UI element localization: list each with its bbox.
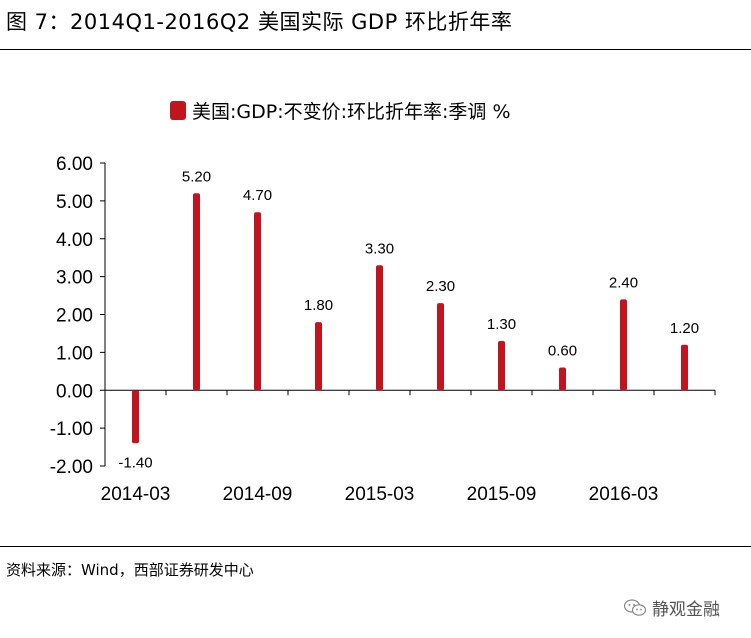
bar-2015-09 bbox=[498, 341, 505, 391]
bar-2014-12 bbox=[315, 322, 322, 391]
data-label-2015-09: 1.30 bbox=[487, 316, 516, 333]
data-label-2014-09: 4.70 bbox=[243, 187, 272, 204]
bar-2014-09 bbox=[254, 212, 261, 391]
y-tick-label: -1.00 bbox=[50, 419, 93, 440]
wechat-icon bbox=[624, 598, 646, 616]
data-label-2014-06: 5.20 bbox=[182, 168, 211, 185]
top-rule bbox=[0, 49, 751, 50]
legend-label: 美国:GDP:不变价:环比折年率:季调 % bbox=[192, 101, 511, 123]
x-axis: 2014-03 2014-09 2015-03 2015-09 2016-03 bbox=[101, 389, 716, 505]
bottom-rule bbox=[0, 546, 751, 547]
data-label-2015-12: 0.60 bbox=[548, 343, 577, 360]
bar-2015-06 bbox=[437, 303, 444, 391]
data-label-2015-03: 3.30 bbox=[365, 240, 394, 257]
watermark-text: 静观金融 bbox=[652, 600, 720, 620]
y-tick-label: 4.00 bbox=[56, 230, 93, 251]
bar-2016-03 bbox=[620, 299, 627, 391]
y-tick-label: 5.00 bbox=[56, 192, 93, 213]
x-tick-label: 2014-03 bbox=[101, 484, 171, 505]
figure-title: 图 7：2014Q1-2016Q2 美国实际 GDP 环比折年率 bbox=[6, 10, 513, 34]
y-tick-label: 3.00 bbox=[56, 268, 93, 289]
x-tick-label: 2015-09 bbox=[467, 484, 537, 505]
legend-swatch bbox=[170, 101, 186, 120]
x-tick-label: 2016-03 bbox=[589, 484, 659, 505]
bar-2014-06 bbox=[193, 193, 200, 391]
x-tick-label: 2014-09 bbox=[223, 484, 293, 505]
source-note: 资料来源：Wind，西部证券研发中心 bbox=[6, 561, 254, 579]
data-label-2014-03: -1.40 bbox=[118, 454, 152, 471]
y-axis: -2.00 -1.00 0.00 1.00 2.00 3.00 4.00 5.00 6.00 bbox=[50, 154, 106, 478]
x-tick-label: 2015-03 bbox=[345, 484, 415, 505]
bar-2014-03 bbox=[132, 390, 139, 444]
data-label-2014-12: 1.80 bbox=[304, 297, 333, 314]
y-tick-label: -2.00 bbox=[50, 457, 93, 478]
data-label-2016-06: 1.20 bbox=[670, 320, 699, 337]
y-tick-label: 1.00 bbox=[56, 343, 93, 364]
bar-2015-12 bbox=[559, 367, 566, 391]
y-tick-label: 0.00 bbox=[56, 381, 93, 402]
bar-2015-03 bbox=[376, 265, 383, 391]
data-label-2016-03: 2.40 bbox=[609, 274, 638, 291]
bar-chart: 美国:GDP:不变价:环比折年率:季调 % -2.00 -1.00 0.00 1.00… bbox=[50, 101, 716, 505]
legend: 美国:GDP:不变价:环比折年率:季调 % bbox=[170, 101, 511, 123]
bars bbox=[132, 193, 688, 444]
data-label-2015-06: 2.30 bbox=[426, 278, 455, 295]
data-labels: -1.40 5.20 4.70 1.80 3.30 2.30 1.30 0.60 2.40 1.2… bbox=[118, 168, 699, 471]
bar-2016-06 bbox=[681, 344, 688, 391]
y-tick-label: 2.00 bbox=[56, 306, 93, 327]
watermark: 静观金融 bbox=[624, 595, 720, 620]
y-tick-label: 6.00 bbox=[56, 154, 93, 175]
